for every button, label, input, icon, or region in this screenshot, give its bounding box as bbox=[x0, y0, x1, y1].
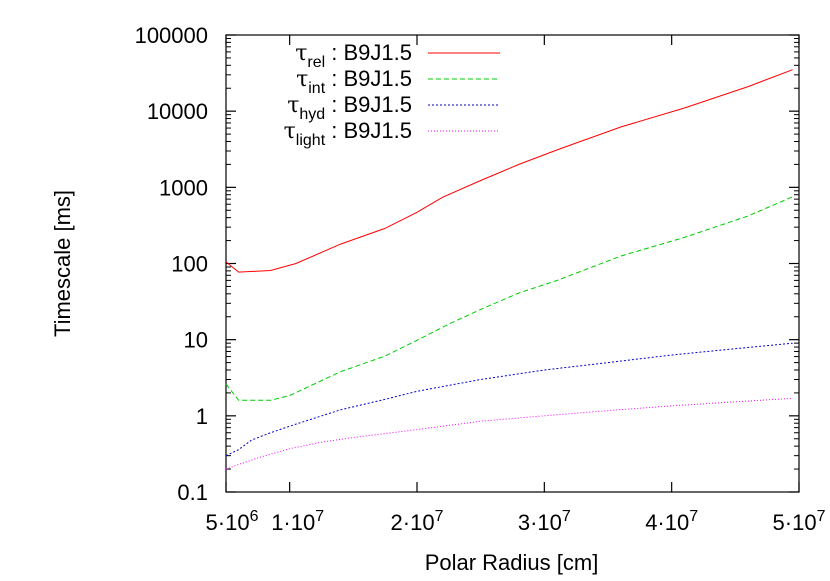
y-axis-label: Timescale [ms] bbox=[50, 190, 75, 337]
y-tick-label: 1000 bbox=[159, 175, 208, 200]
x-tick-label: 5·106 bbox=[206, 508, 259, 535]
y-tick-label: 10 bbox=[184, 328, 208, 353]
legend-entry-rel: τrel : B9J1.5 bbox=[295, 40, 412, 71]
legend-entry-hyd: τhyd : B9J1.5 bbox=[287, 92, 412, 123]
y-tick-label: 100000 bbox=[135, 23, 208, 48]
y-tick-label: 1 bbox=[196, 404, 208, 429]
x-tick-label: 3·107 bbox=[518, 508, 571, 535]
series-line-light bbox=[225, 397, 793, 470]
legend-entry-light: τlight : B9J1.5 bbox=[284, 118, 412, 149]
y-tick-label: 100 bbox=[171, 252, 208, 277]
x-axis-ticks: 5·106 1·107 2·107 3·107 4·107 5·107 bbox=[206, 35, 826, 535]
x-tick-label: 5·107 bbox=[773, 508, 826, 535]
y-tick-label: 0.1 bbox=[177, 480, 208, 505]
x-tick-label: 4·107 bbox=[645, 508, 698, 535]
plot-border bbox=[225, 34, 800, 493]
series-line-hyd bbox=[225, 342, 793, 457]
series-line-int bbox=[225, 196, 793, 401]
x-tick-label: 2·107 bbox=[391, 508, 444, 535]
y-axis-ticks: 0.1 1 10 100 1000 10000 100000 bbox=[135, 23, 799, 505]
legend-entry-int: τint : B9J1.5 bbox=[296, 66, 412, 97]
series-line-rel bbox=[225, 69, 793, 273]
series-group bbox=[225, 69, 793, 470]
plot-frame bbox=[225, 34, 800, 493]
y-tick-label: 10000 bbox=[147, 99, 208, 124]
x-tick-label: 1·107 bbox=[271, 508, 324, 535]
x-axis-label: Polar Radius [cm] bbox=[425, 550, 599, 575]
